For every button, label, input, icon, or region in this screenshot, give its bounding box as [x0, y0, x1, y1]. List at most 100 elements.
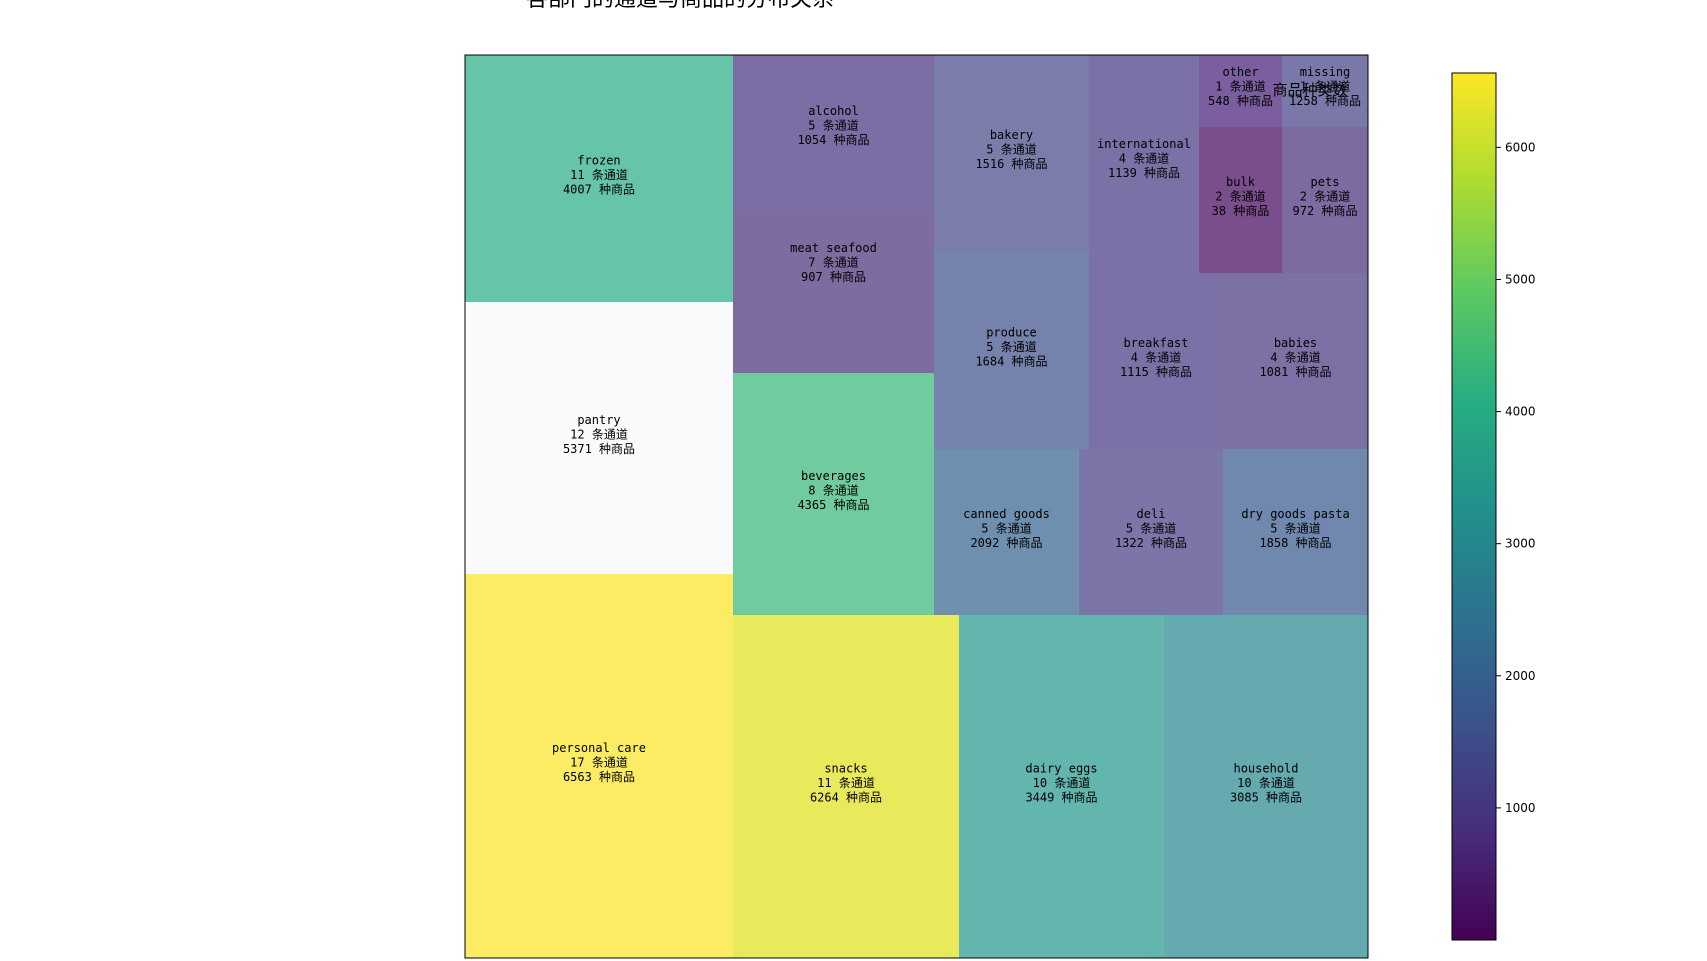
colorbar-tick-label: 3000: [1505, 537, 1536, 551]
cell-aisles-label: 5 条通道: [981, 522, 1031, 536]
cell-department-label: frozen: [577, 154, 620, 168]
cell-products-label: 1322 种商品: [1115, 535, 1187, 550]
cell-department-label: pets: [1311, 175, 1340, 189]
treemap-cell-rect: [1199, 127, 1282, 273]
treemap-cell-rect: [1164, 615, 1368, 958]
treemap-cell-rect: [934, 55, 1089, 252]
colorbar-label: 商品种类数: [1272, 81, 1347, 99]
cell-department-label: babies: [1274, 336, 1317, 350]
cell-department-label: bulk: [1226, 175, 1256, 189]
cell-aisles-label: 11 条通道: [817, 776, 875, 790]
cell-aisles-label: 10 条通道: [1237, 776, 1295, 790]
plot-frame: [464, 54, 1369, 959]
cell-department-label: pantry: [577, 413, 620, 427]
treemap-cell-rect: [1079, 449, 1223, 615]
cell-products-label: 4365 种商品: [797, 497, 869, 512]
cell-aisles-label: 12 条通道: [570, 428, 628, 442]
cell-products-label: 2092 种商品: [970, 535, 1042, 550]
cell-aisles-label: 5 条通道: [1270, 522, 1320, 536]
treemap-cell-rect: [733, 55, 934, 210]
cell-department-label: canned goods: [963, 507, 1050, 521]
cell-aisles-label: 5 条通道: [986, 143, 1036, 157]
cell-products-label: 3449 种商品: [1025, 790, 1097, 805]
cell-products-label: 1081 种商品: [1259, 364, 1331, 379]
treemap-cell-rect: [465, 574, 733, 958]
cell-aisles-label: 17 条通道: [570, 756, 628, 770]
cell-department-label: breakfast: [1123, 336, 1188, 350]
treemap-cell-rect: [1199, 55, 1282, 127]
cell-products-label: 6563 种商品: [563, 769, 635, 784]
cell-department-label: dry goods pasta: [1241, 507, 1349, 521]
cell-products-label: 1115 种商品: [1120, 364, 1192, 379]
cell-products-label: 1054 种商品: [797, 132, 869, 147]
cell-products-label: 1139 种商品: [1108, 165, 1180, 180]
cell-products-label: 4007 种商品: [563, 182, 635, 197]
cell-aisles-label: 2 条通道: [1215, 190, 1265, 204]
cell-products-label: 38 种商品: [1212, 203, 1270, 218]
cell-department-label: bakery: [990, 128, 1033, 142]
cell-department-label: personal care: [552, 741, 646, 755]
cell-aisles-label: 10 条通道: [1033, 776, 1091, 790]
cell-department-label: meat seafood: [790, 241, 877, 255]
cell-department-label: produce: [986, 326, 1037, 340]
cell-aisles-label: 1 条通道: [1300, 80, 1350, 94]
cell-products-label: 1258 种商品: [1289, 93, 1361, 108]
colorbar-gradient: [1451, 72, 1497, 941]
colorbar-tick-label: 1000: [1505, 801, 1536, 815]
cell-aisles-label: 4 条通道: [1131, 351, 1181, 365]
cell-products-label: 6264 种商品: [810, 790, 882, 805]
treemap-cell-rect: [465, 302, 733, 574]
cell-aisles-label: 4 条通道: [1270, 351, 1320, 365]
cell-aisles-label: 5 条通道: [1126, 522, 1176, 536]
cell-department-label: missing: [1300, 65, 1351, 79]
cell-department-label: other: [1222, 65, 1258, 79]
cell-department-label: alcohol: [808, 104, 859, 118]
chart-title: 各部门的通道与商品的分布关系: [526, 0, 834, 12]
treemap-cell-rect: [934, 449, 1079, 615]
treemap-cell-rect: [934, 252, 1089, 449]
treemap-cell-rect: [959, 615, 1164, 958]
colorbar-tick-label: 2000: [1505, 669, 1536, 683]
cell-aisles-label: 8 条通道: [808, 484, 858, 498]
cell-products-label: 5371 种商品: [563, 441, 635, 456]
cell-products-label: 548 种商品: [1208, 93, 1273, 108]
cell-aisles-label: 7 条通道: [808, 256, 858, 270]
treemap-cell-rect: [1282, 127, 1368, 273]
treemap-cell-rect: [1089, 55, 1199, 273]
colorbar-tick-label: 4000: [1505, 405, 1536, 419]
cell-aisles-label: 5 条通道: [808, 119, 858, 133]
cell-aisles-label: 2 条通道: [1300, 190, 1350, 204]
treemap-cell-rect: [733, 615, 959, 958]
treemap-cell-rect: [733, 373, 934, 615]
cell-department-label: household: [1233, 762, 1298, 776]
cell-department-label: deli: [1137, 507, 1166, 521]
cell-products-label: 3085 种商品: [1230, 790, 1302, 805]
treemap-cell-rect: [1089, 273, 1223, 449]
colorbar-tick-label: 5000: [1505, 272, 1536, 286]
cell-department-label: international: [1097, 137, 1191, 151]
cell-products-label: 1684 种商品: [975, 354, 1047, 369]
colorbar-ticks: 1000 2000 3000 4000 5000 6000: [1496, 140, 1536, 815]
cell-products-label: 1858 种商品: [1259, 535, 1331, 550]
treemap-cell-rect: [465, 55, 733, 302]
cell-department-label: snacks: [824, 762, 867, 776]
